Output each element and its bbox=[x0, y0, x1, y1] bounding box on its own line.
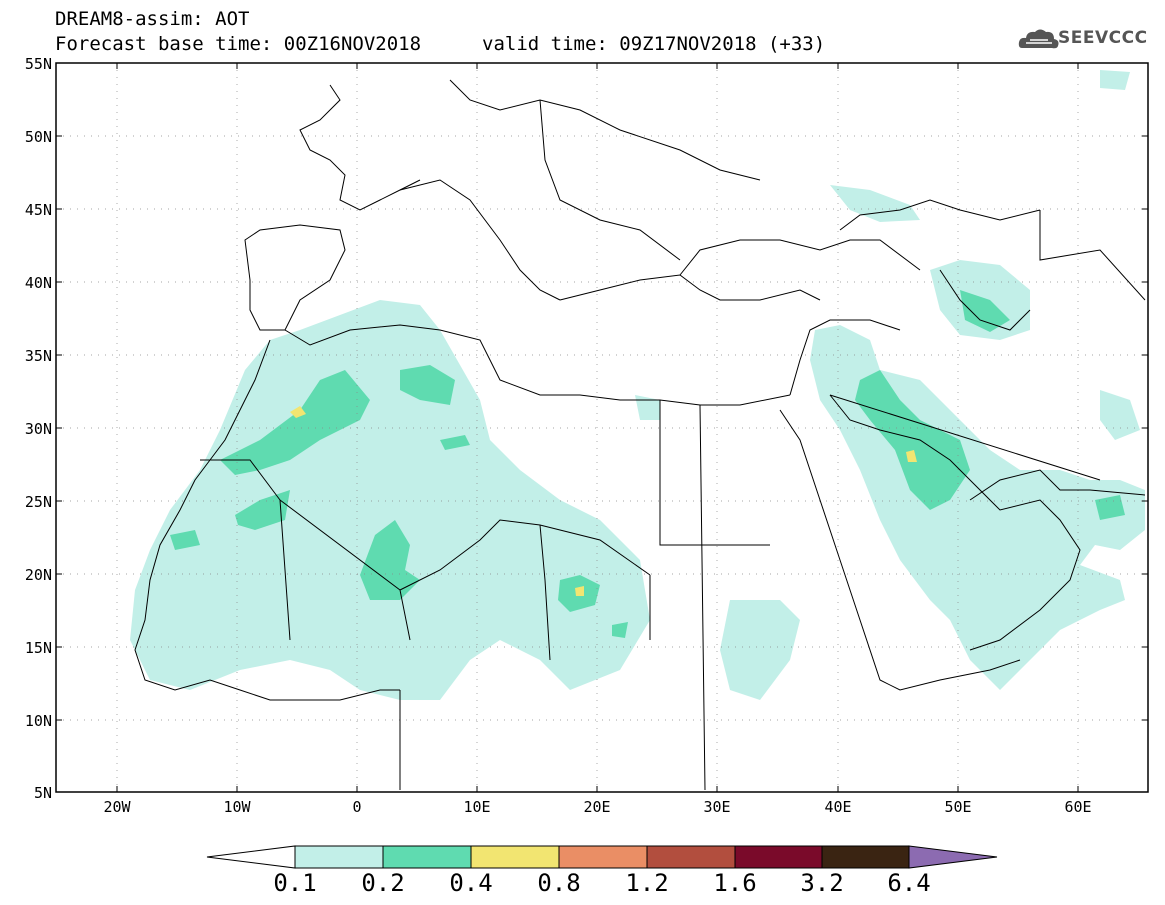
lat-label: 20N bbox=[24, 566, 52, 584]
cloud-logo-icon bbox=[1018, 29, 1059, 49]
colorbar-label: 0.1 bbox=[273, 869, 317, 897]
lat-label: 45N bbox=[24, 201, 52, 219]
coastlines-and-borders bbox=[134, 79, 1146, 791]
lat-label: 25N bbox=[24, 493, 52, 511]
lat-label: 40N bbox=[24, 274, 52, 292]
aot-level-0.4 bbox=[290, 406, 917, 596]
lat-label: 35N bbox=[24, 347, 52, 365]
lon-label: 10E bbox=[463, 798, 491, 816]
map-frame bbox=[55, 62, 1149, 793]
lon-label: 10W bbox=[223, 798, 251, 816]
lon-label: 20E bbox=[583, 798, 611, 816]
graticule bbox=[56, 63, 1148, 792]
colorbar bbox=[206, 845, 998, 869]
lat-label: 55N bbox=[24, 55, 52, 73]
lon-label: 30E bbox=[703, 798, 731, 816]
colorbar-label: 0.2 bbox=[361, 869, 405, 897]
lat-label: 10N bbox=[24, 712, 52, 730]
aot-level-0.1 bbox=[130, 70, 1145, 700]
aot-level-0.2 bbox=[170, 290, 1125, 638]
lat-label: 15N bbox=[24, 639, 52, 657]
colorbar-label: 3.2 bbox=[800, 869, 844, 897]
colorbar-label: 0.8 bbox=[537, 869, 581, 897]
colorbar-label: 1.6 bbox=[713, 869, 757, 897]
map-title: DREAM8-assim: AOT bbox=[55, 8, 250, 30]
forecast-base-time: Forecast base time: 00Z16NOV2018 bbox=[55, 33, 422, 55]
lat-label: 5N bbox=[33, 784, 52, 802]
valid-time: valid time: 09Z17NOV2018 (+33) bbox=[482, 33, 826, 55]
lat-label: 50N bbox=[24, 128, 52, 146]
colorbar-label: 0.4 bbox=[449, 869, 493, 897]
lon-label: 20W bbox=[103, 798, 131, 816]
colorbar-label: 1.2 bbox=[625, 869, 669, 897]
lat-label: 30N bbox=[24, 420, 52, 438]
colorbar-label: 6.4 bbox=[887, 869, 931, 897]
lon-label: 0 bbox=[352, 798, 362, 816]
logo-text: SEEVCCC bbox=[1058, 28, 1148, 48]
lon-label: 40E bbox=[824, 798, 852, 816]
lon-label: 60E bbox=[1064, 798, 1092, 816]
lon-label: 50E bbox=[944, 798, 972, 816]
